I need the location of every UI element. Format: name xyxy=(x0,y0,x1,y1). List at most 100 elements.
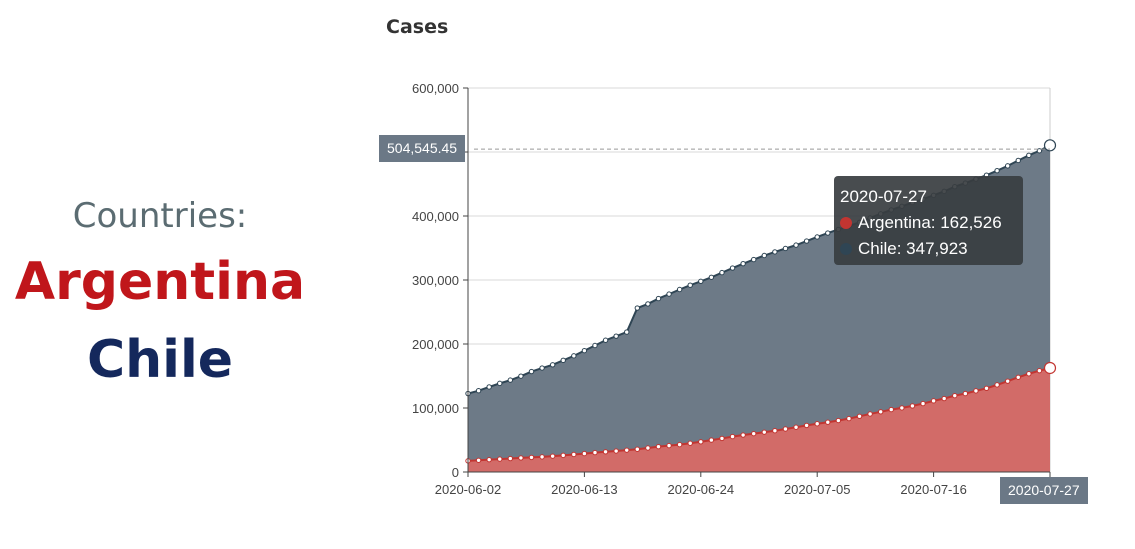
x-tick-label: 2020-06-24 xyxy=(668,482,735,497)
argentina-point xyxy=(549,453,556,459)
chile-point xyxy=(560,357,566,364)
chart-tooltip: 2020-07-27 Argentina: 162,526 Chile: 347… xyxy=(834,176,1023,265)
argentina-point xyxy=(835,417,842,424)
argentina-point xyxy=(899,405,905,411)
chile-point xyxy=(497,380,503,387)
argentina-point xyxy=(528,454,535,461)
chile-point xyxy=(475,388,482,394)
argentina-point xyxy=(803,422,810,429)
chile-point xyxy=(708,274,715,280)
x-tick-label: 2020-07-05 xyxy=(784,482,851,497)
chile-point xyxy=(719,269,725,276)
y-tick-label: 200,000 xyxy=(412,337,459,352)
argentina-point xyxy=(1043,361,1057,375)
argentina-point xyxy=(1004,378,1011,384)
argentina-area xyxy=(468,367,1050,472)
tooltip-row-chile: Chile: 347,923 xyxy=(840,236,1017,262)
country-argentina-label[interactable]: Argentina xyxy=(14,252,306,312)
chile-point xyxy=(518,373,524,379)
chile-point xyxy=(507,377,514,383)
chile-point xyxy=(539,365,545,371)
chile-point xyxy=(698,278,704,284)
argentina-point xyxy=(613,448,619,454)
argentina-point xyxy=(1015,374,1021,380)
argentina-point xyxy=(952,392,958,399)
argentina-point xyxy=(888,406,894,413)
argentina-point xyxy=(645,445,651,451)
argentina-point xyxy=(1036,367,1043,374)
chile-point xyxy=(1026,152,1032,159)
chile-point xyxy=(761,252,767,259)
chile-point xyxy=(729,265,736,271)
chile-point xyxy=(1015,157,1021,164)
argentina-point xyxy=(698,439,704,445)
argentina-point xyxy=(497,456,503,462)
chile-point xyxy=(602,337,609,343)
argentina-legend-dot xyxy=(840,217,852,229)
chile-point xyxy=(486,384,492,390)
data-points[interactable] xyxy=(465,139,1057,464)
chile-point xyxy=(793,242,799,248)
chile-point xyxy=(645,301,651,307)
chile-point xyxy=(740,260,746,267)
argentina-point xyxy=(708,437,715,443)
argentina-point xyxy=(687,440,693,446)
argentina-point xyxy=(1026,371,1032,377)
argentina-point xyxy=(930,398,937,404)
argentina-point xyxy=(539,454,545,460)
argentina-point xyxy=(666,442,672,449)
chart-title: Cases xyxy=(386,16,449,38)
chile-point xyxy=(782,245,789,252)
x-tick-label: 2020-06-13 xyxy=(551,482,618,497)
argentina-point xyxy=(719,435,725,442)
argentina-point xyxy=(920,400,926,407)
x-tick-label: 2020-07-16 xyxy=(900,482,967,497)
chile-point xyxy=(803,238,810,244)
chile-point xyxy=(825,230,831,236)
chile-point xyxy=(994,167,1000,174)
chile-point xyxy=(687,282,693,288)
countries-heading: Countries: xyxy=(72,196,248,236)
argentina-point xyxy=(592,449,598,456)
chile-point xyxy=(634,305,641,311)
tooltip-chile-value: Chile: 347,923 xyxy=(858,239,968,258)
argentina-point xyxy=(772,428,778,434)
chile-legend-dot xyxy=(840,243,852,255)
chile-point xyxy=(624,329,630,335)
y-axis-pointer-label: 504,545.45 xyxy=(379,135,466,162)
chile-point xyxy=(592,342,598,349)
argentina-point xyxy=(602,449,609,455)
chile-point xyxy=(613,333,619,339)
argentina-point xyxy=(856,413,863,420)
argentina-point xyxy=(729,433,736,440)
argentina-point xyxy=(761,429,767,435)
argentina-point xyxy=(560,452,566,459)
chile-point xyxy=(655,295,662,302)
chile-point xyxy=(528,368,535,375)
tooltip-argentina-value: Argentina: 162,526 xyxy=(858,213,1002,232)
argentina-point xyxy=(825,419,831,425)
argentina-point xyxy=(518,455,524,461)
argentina-point xyxy=(973,388,979,394)
country-chile-label[interactable]: Chile xyxy=(86,330,234,390)
argentina-point xyxy=(983,385,990,392)
x-axis-pointer-label: 2020-07-27 xyxy=(1000,477,1088,504)
argentina-point xyxy=(962,390,969,397)
argentina-point xyxy=(751,430,757,437)
tooltip-date: 2020-07-27 xyxy=(840,187,927,206)
argentina-point xyxy=(782,426,789,432)
chile-point xyxy=(571,353,577,359)
y-tick-label: 300,000 xyxy=(412,273,459,288)
tooltip-row-argentina: Argentina: 162,526 xyxy=(840,210,1017,236)
chile-point xyxy=(666,291,672,297)
argentina-point xyxy=(793,424,799,430)
argentina-point xyxy=(634,446,641,452)
argentina-point xyxy=(941,395,947,402)
y-tick-label: 400,000 xyxy=(412,209,459,224)
argentina-point xyxy=(846,415,852,422)
chile-point xyxy=(772,249,778,255)
chile-point xyxy=(1036,148,1043,154)
chile-point xyxy=(549,362,556,368)
chile-point xyxy=(581,347,588,354)
